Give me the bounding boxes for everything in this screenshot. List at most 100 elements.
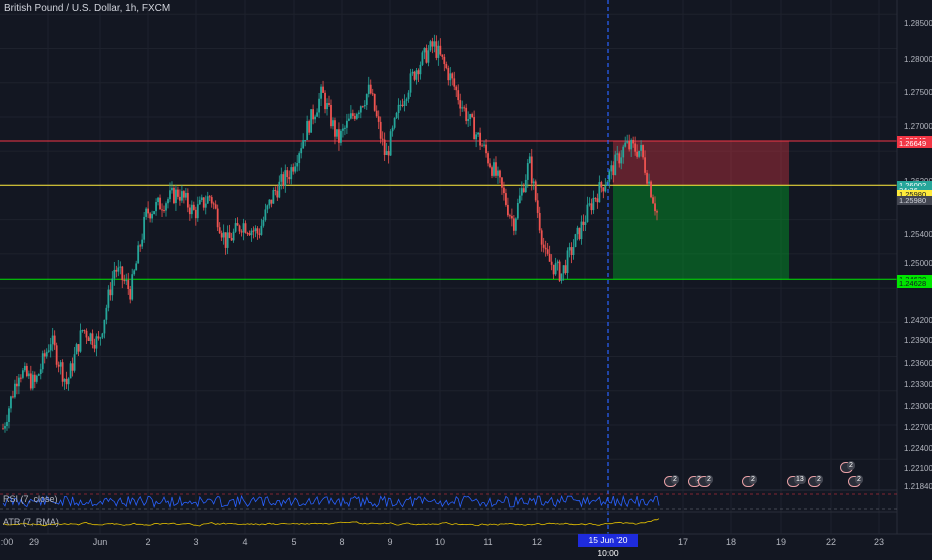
candle-body[interactable] <box>371 93 374 95</box>
candle-body[interactable] <box>242 223 245 233</box>
candle-body[interactable] <box>600 182 603 188</box>
candle-body[interactable] <box>425 47 428 63</box>
candle-body[interactable] <box>487 153 489 164</box>
candle-body[interactable] <box>210 197 213 204</box>
candle-body[interactable] <box>439 45 442 55</box>
candle-body[interactable] <box>495 162 497 176</box>
candle-body[interactable] <box>447 68 450 81</box>
candle-body[interactable] <box>363 104 366 107</box>
candle-body[interactable] <box>69 363 72 379</box>
candle-body[interactable] <box>419 64 422 75</box>
candle-body[interactable] <box>345 120 348 128</box>
candle-body[interactable] <box>640 145 642 151</box>
candle-body[interactable] <box>119 266 122 268</box>
candle-body[interactable] <box>226 232 229 248</box>
candle-body[interactable] <box>332 120 334 127</box>
candle-body[interactable] <box>131 274 134 300</box>
candle-body[interactable] <box>576 227 579 235</box>
candle-body[interactable] <box>196 204 199 219</box>
candle-body[interactable] <box>139 245 142 247</box>
candle-body[interactable] <box>443 56 446 65</box>
candle-body[interactable] <box>431 41 434 47</box>
atr-label[interactable]: ATR (7, RMA) <box>3 517 59 527</box>
candle-body[interactable] <box>236 223 239 226</box>
candle-body[interactable] <box>21 370 24 378</box>
candle-body[interactable] <box>161 209 163 211</box>
candle-body[interactable] <box>546 249 549 254</box>
candle-body[interactable] <box>179 196 181 201</box>
candle-body[interactable] <box>373 93 376 111</box>
candle-body[interactable] <box>240 231 243 233</box>
candle-body[interactable] <box>63 378 66 382</box>
candle-body[interactable] <box>417 70 420 75</box>
candle-body[interactable] <box>175 189 177 204</box>
candle-body[interactable] <box>324 92 326 110</box>
candle-body[interactable] <box>51 335 54 345</box>
candle-body[interactable] <box>570 247 573 255</box>
candle-body[interactable] <box>41 353 44 370</box>
candle-body[interactable] <box>268 199 271 206</box>
candle-body[interactable] <box>499 170 501 178</box>
candle-body[interactable] <box>135 263 138 271</box>
candle-body[interactable] <box>530 156 533 184</box>
candle-body[interactable] <box>592 197 595 211</box>
candle-body[interactable] <box>491 167 493 176</box>
candle-body[interactable] <box>441 54 444 57</box>
candle-body[interactable] <box>99 337 102 339</box>
candle-body[interactable] <box>296 162 299 167</box>
candle-body[interactable] <box>246 233 249 235</box>
candle-body[interactable] <box>628 141 631 150</box>
candle-body[interactable] <box>244 223 247 234</box>
candle-body[interactable] <box>435 41 438 58</box>
candle-body[interactable] <box>614 154 617 176</box>
candle-body[interactable] <box>407 92 410 100</box>
candle-body[interactable] <box>304 140 307 142</box>
candle-body[interactable] <box>31 374 34 389</box>
candle-body[interactable] <box>186 192 189 208</box>
candle-body[interactable] <box>45 351 48 357</box>
candle-body[interactable] <box>518 195 521 204</box>
candle-body[interactable] <box>73 354 76 371</box>
candle-body[interactable] <box>469 114 472 120</box>
candle-body[interactable] <box>328 103 330 105</box>
candle-body[interactable] <box>155 202 157 212</box>
candle-body[interactable] <box>4 426 6 429</box>
candle-body[interactable] <box>479 132 481 146</box>
candle-body[interactable] <box>208 196 211 198</box>
candle-body[interactable] <box>276 190 279 198</box>
candle-body[interactable] <box>310 109 313 133</box>
candle-body[interactable] <box>471 114 474 118</box>
candle-body[interactable] <box>163 209 165 211</box>
candle-body[interactable] <box>558 261 561 281</box>
candle-body[interactable] <box>485 144 487 154</box>
candle-body[interactable] <box>353 115 356 119</box>
candle-body[interactable] <box>177 189 179 197</box>
candle-body[interactable] <box>568 247 571 251</box>
candle-body[interactable] <box>489 163 491 168</box>
candle-body[interactable] <box>578 227 581 240</box>
candle-body[interactable] <box>290 167 293 180</box>
candle-body[interactable] <box>381 138 384 140</box>
stop-zone[interactable] <box>613 140 789 186</box>
candle-body[interactable] <box>312 109 315 120</box>
candle-body[interactable] <box>280 174 283 182</box>
candle-body[interactable] <box>79 330 82 352</box>
candle-body[interactable] <box>604 185 607 192</box>
candle-body[interactable] <box>642 145 644 158</box>
candle-body[interactable] <box>91 333 94 345</box>
candle-body[interactable] <box>306 121 309 141</box>
candle-body[interactable] <box>47 350 50 352</box>
candle-body[interactable] <box>548 253 551 262</box>
candle-body[interactable] <box>475 134 478 140</box>
candle-body[interactable] <box>584 221 587 225</box>
candle-body[interactable] <box>8 408 10 422</box>
candle-body[interactable] <box>516 203 519 219</box>
candle-body[interactable] <box>429 41 432 51</box>
candle-body[interactable] <box>326 103 328 110</box>
candle-body[interactable] <box>35 375 38 382</box>
candle-body[interactable] <box>397 104 400 114</box>
candle-body[interactable] <box>497 170 499 176</box>
candle-body[interactable] <box>375 110 378 117</box>
candle-body[interactable] <box>528 156 531 164</box>
